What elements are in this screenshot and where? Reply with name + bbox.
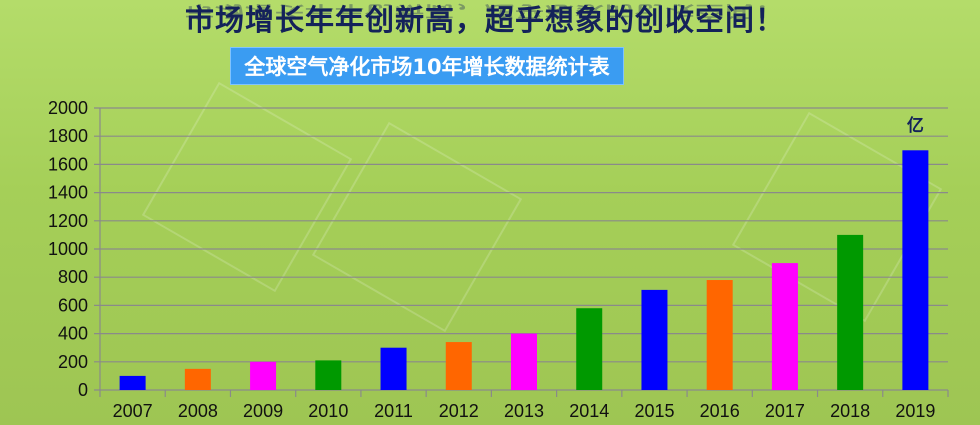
- x-tick-label: 2009: [243, 401, 283, 421]
- bar-2011: [380, 347, 407, 390]
- unit-label: 亿: [907, 115, 924, 136]
- x-tick-label: 2016: [700, 401, 740, 421]
- chart-title: 全球空气净化市场10年增长数据统计表: [244, 55, 610, 79]
- x-tick-label: 2012: [439, 401, 479, 421]
- headline: 市场增长年年创新高，超乎想象的创收空间！: [184, 3, 785, 37]
- x-tick-label: 2013: [504, 401, 544, 421]
- bar-2007: [119, 375, 146, 390]
- bar-2012: [445, 342, 472, 390]
- y-tick-label: 800: [58, 267, 88, 287]
- x-tick-label: 2017: [765, 401, 805, 421]
- x-tick-label: 2007: [113, 401, 153, 421]
- x-tick-label: 2014: [569, 401, 609, 421]
- x-tick-label: 2015: [634, 401, 674, 421]
- x-tick-label: 2010: [308, 401, 348, 421]
- x-tick-label: 2008: [178, 401, 218, 421]
- y-tick-label: 1800: [48, 126, 88, 146]
- bar-2017: [771, 263, 798, 390]
- y-tick-label: 1600: [48, 154, 88, 174]
- bar-2015: [641, 289, 668, 390]
- bar-2016: [706, 280, 733, 390]
- x-tick-label: 2019: [895, 401, 935, 421]
- bar-2010: [315, 360, 342, 390]
- subtitle-banner: 全球空气净化市场10年增长数据统计表: [230, 47, 624, 85]
- bar-2008: [184, 368, 211, 390]
- y-tick-label: 600: [58, 295, 88, 315]
- y-tick-label: 1000: [48, 239, 88, 259]
- x-tick-label: 2018: [830, 401, 870, 421]
- y-tick-label: 1400: [48, 183, 88, 203]
- bar-2019: [902, 150, 929, 390]
- y-tick-label: 200: [58, 352, 88, 372]
- y-tick-label: 0: [78, 380, 88, 400]
- y-tick-label: 2000: [48, 98, 88, 118]
- bar-2018: [837, 234, 864, 390]
- x-tick-label: 2011: [374, 401, 413, 421]
- bar-2013: [511, 333, 537, 390]
- y-tick-label: 1200: [48, 211, 88, 231]
- y-tick-label: 400: [58, 324, 88, 344]
- bar-2009: [250, 361, 277, 390]
- bar-2014: [576, 308, 603, 390]
